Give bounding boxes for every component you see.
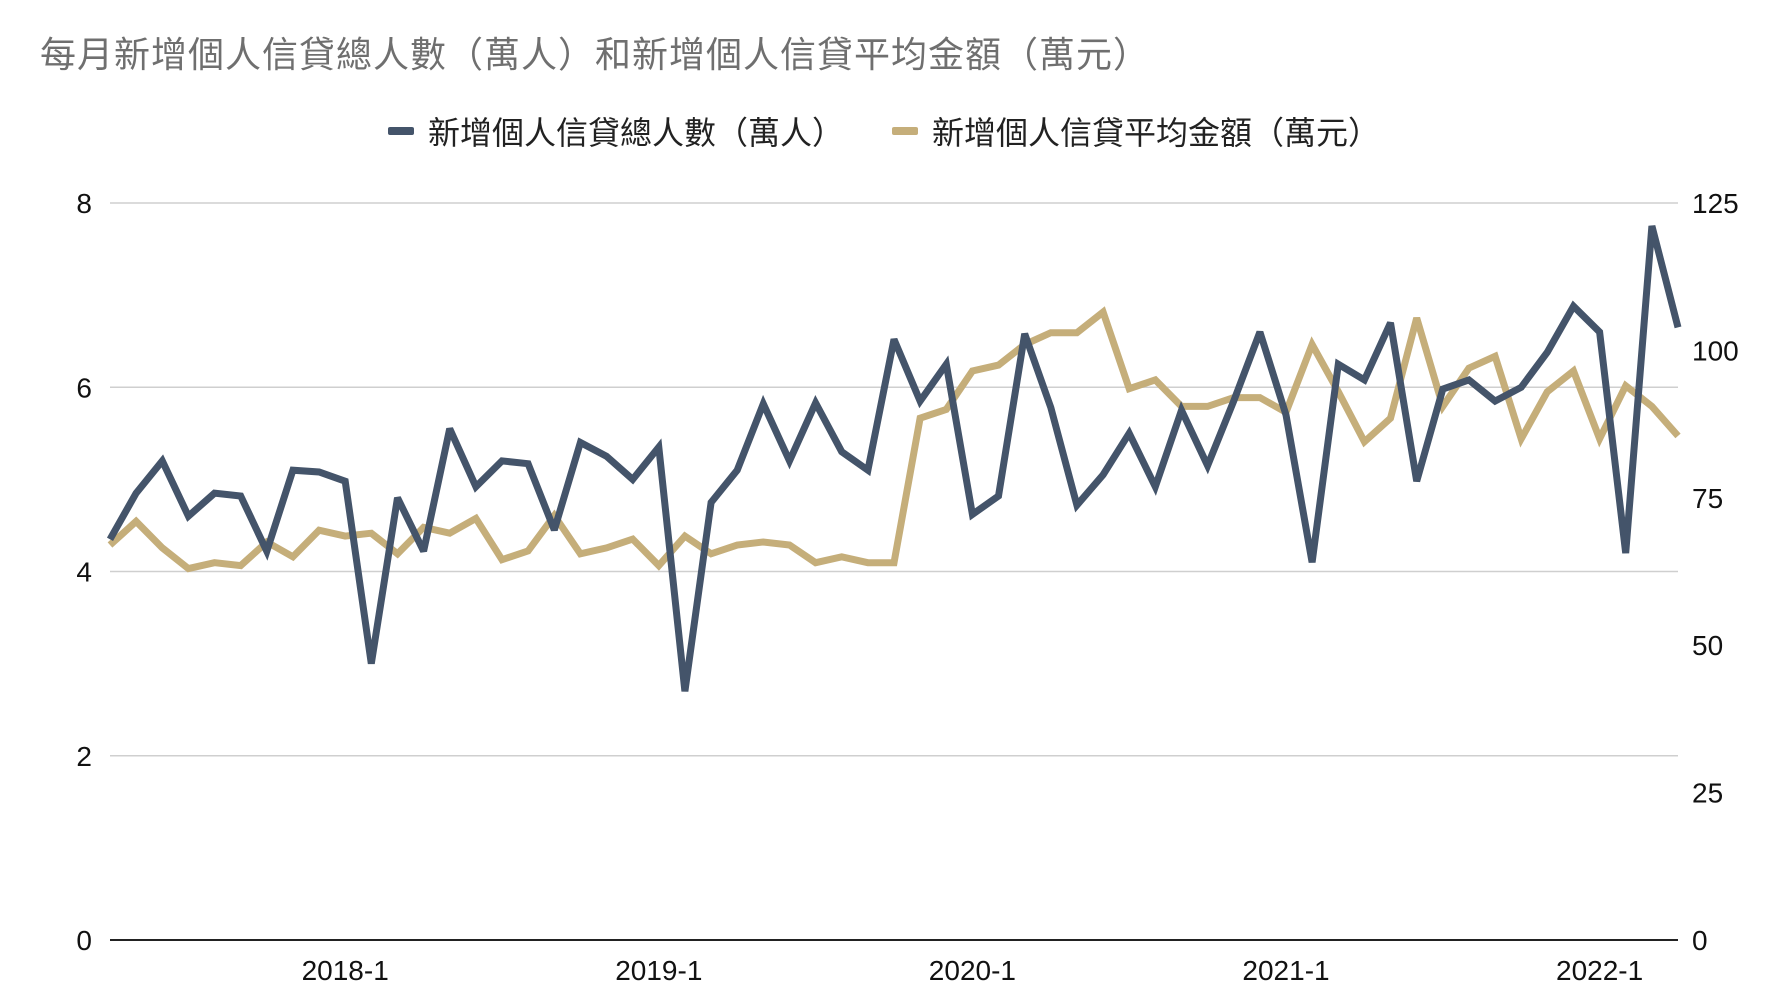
legend-swatch-amount bbox=[892, 127, 918, 135]
legend-label-amount: 新增個人信貸平均金額（萬元） bbox=[932, 114, 1381, 152]
x-tick-label: 2022-1 bbox=[1556, 955, 1643, 986]
y-left-tick-label: 2 bbox=[76, 741, 92, 772]
series-line-amount bbox=[107, 306, 1681, 573]
y-right-tick-label: 75 bbox=[1692, 483, 1723, 514]
legend-item-amount: 新增個人信貸平均金額（萬元） bbox=[892, 108, 1380, 154]
y-left-tick-label: 6 bbox=[76, 372, 92, 403]
legend-label-people: 新增個人信貸總人數（萬人） bbox=[427, 114, 844, 152]
x-tick-label: 2020-1 bbox=[929, 955, 1016, 986]
legend-item-people: 新增個人信貸總人數（萬人） bbox=[387, 108, 844, 154]
y-right-tick-label: 125 bbox=[1692, 188, 1739, 219]
series-line-people bbox=[106, 225, 1682, 692]
chart-title: 每月新增個人信貸總人數（萬人）和新增個人信貸平均金額（萬元） bbox=[40, 35, 1151, 76]
y-left-tick-label: 0 bbox=[76, 925, 92, 956]
legend-swatch-people bbox=[387, 127, 414, 135]
y-right-tick-label: 0 bbox=[1692, 925, 1708, 956]
x-tick-label: 2021-1 bbox=[1242, 955, 1329, 986]
y-left-tick-label: 8 bbox=[76, 188, 92, 219]
y-left-tick-label: 4 bbox=[76, 557, 92, 588]
x-tick-label: 2019-1 bbox=[615, 955, 702, 986]
y-right-tick-label: 100 bbox=[1692, 335, 1739, 366]
y-right-tick-label: 25 bbox=[1692, 778, 1723, 809]
x-tick-label: 2018-1 bbox=[302, 955, 389, 986]
chart-legend: 新增個人信貸總人數（萬人） 新增個人信貸平均金額（萬元） bbox=[0, 108, 1768, 154]
y-right-tick-label: 50 bbox=[1692, 630, 1723, 661]
